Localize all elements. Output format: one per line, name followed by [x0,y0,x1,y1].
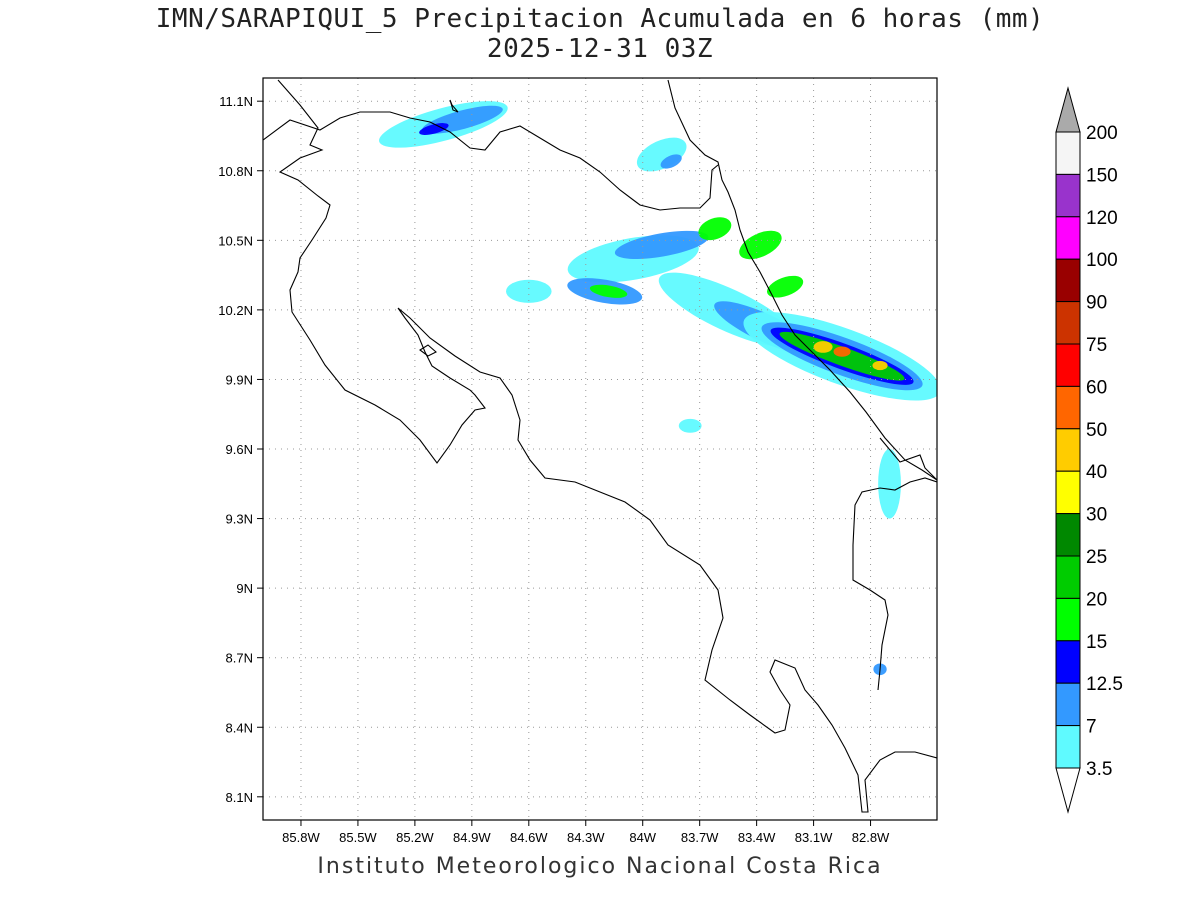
precip-cell [678,418,702,433]
lon-tick-label: 84.6W [510,830,548,845]
lon-tick-label: 83.7W [681,830,719,845]
colorbar-swatch [1055,682,1081,727]
colorbar-label: 90 [1086,293,1107,314]
colorbar-label: 15 [1086,632,1107,653]
caribbean-coastline [667,79,937,481]
colorbar-label: 60 [1086,377,1107,398]
nicaragua-border [263,111,719,211]
colorbar-swatch [1055,470,1081,515]
coastline-borders [263,79,937,813]
lat-tick-label: 8.1N [226,790,253,805]
colorbar-label: 200 [1086,123,1118,144]
precip-cell [614,230,709,260]
lat-tick-label: 9.3N [226,512,253,527]
colorbar-swatch [1055,301,1081,345]
costa-rica-coastline [277,79,937,813]
colorbar-swatch [1055,597,1081,642]
colorbar-swatch [1055,725,1081,769]
lon-tick-label: 84.9W [453,830,491,845]
precip-cell [698,217,732,241]
colorbar-label: 30 [1086,505,1107,526]
colorbar-label: 50 [1086,420,1107,441]
colorbar-top-arrow [1055,86,1081,133]
colorbar-label: 20 [1086,589,1107,610]
map-subtitle-date: 2025-12-31 03Z [486,34,714,64]
colorbar-bottom-arrow [1055,767,1081,814]
colorbar-label: 75 [1086,335,1107,356]
lon-tick-label: 85.8W [282,830,320,845]
precip-cell [872,360,888,371]
colorbar-swatch [1055,258,1081,303]
colorbar-swatch [1055,173,1081,218]
colorbar-swatch [1055,640,1081,684]
lat-tick-label: 8.4N [226,720,253,735]
precip-cell [878,449,901,519]
lat-tick-label: 8.7N [226,651,253,666]
colorbar-swatch [1055,131,1081,175]
precip-cell [660,154,682,169]
lon-tick-label: 83.1W [795,830,833,845]
lon-tick-label: 85.5W [339,830,377,845]
lat-tick-label: 10.2N [218,303,253,318]
precip-cell [636,137,687,172]
lat-tick-label: 9.6N [226,442,253,457]
colorbar-swatch [1055,343,1081,387]
lat-tick-label: 11.1N [219,94,253,109]
colorbar-label: 150 [1086,165,1118,186]
lat-tick-label: 10.5N [218,233,253,248]
colorbar-label: 120 [1086,208,1118,229]
lon-tick-label: 83.4W [738,830,776,845]
colorbar-label: 25 [1086,547,1107,568]
lon-tick-label: 84.3W [567,830,605,845]
colorbar-label: 40 [1086,462,1107,483]
precip-cell [739,230,782,260]
precip-cell [589,284,628,298]
precipitation-field [379,101,937,676]
colorbar-swatch [1055,513,1081,557]
lat-tick-label: 10.8N [218,164,253,179]
colorbar-swatch [1055,216,1081,260]
colorbar: 3.5 7 12.5 15 20 25 30 40 50 60 75 90 100 120 150 200 [1055,86,1123,814]
footer-institution: Instituto Meteorologico Nacional Costa R… [317,854,883,879]
lon-tick-label: 84W [629,830,656,845]
precip-cell [419,123,449,135]
colorbar-label: 12.5 [1086,674,1123,695]
panama-border [852,437,937,691]
precip-cell [766,275,804,298]
map-axes: 11.1N 10.8N 10.5N 10.2N 9.9N 9.6N 9.3N 9N 8.7N 8.… [218,94,890,845]
precip-cell [506,279,552,303]
colorbar-label: 7 [1086,717,1097,738]
lat-tick-label: 9N [236,581,253,596]
colorbar-swatch [1055,428,1081,472]
lake-nicaragua-shore [419,99,459,357]
colorbar-label: 3.5 [1086,759,1112,780]
lon-tick-label: 85.2W [396,830,434,845]
colorbar-swatch [1055,385,1081,430]
colorbar-swatch [1055,555,1081,599]
lat-tick-label: 9.9N [226,372,253,387]
lat-lon-grid [263,78,937,820]
lon-tick-label: 82.8W [852,830,890,845]
colorbar-label: 100 [1086,250,1118,271]
precip-cell [813,341,833,353]
map-title: IMN/SARAPIQUI_5 Precipitacion Acumulada … [155,4,1045,34]
precip-cell [833,346,851,357]
